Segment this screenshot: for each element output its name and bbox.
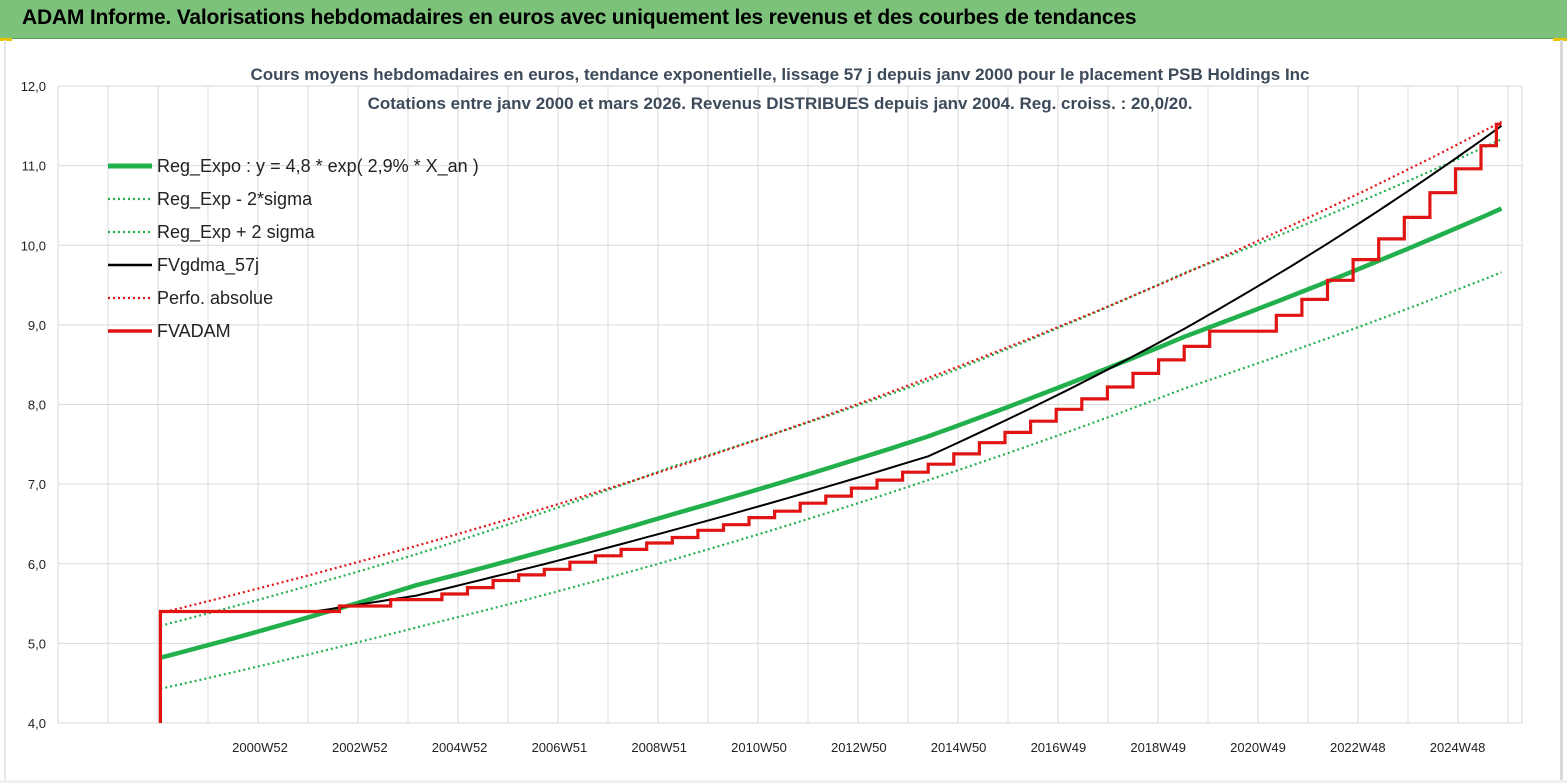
report-header-bar: ADAM Informe. Valorisations hebdomadaire…	[0, 0, 1567, 39]
y-tick-label: 8,0	[28, 398, 46, 413]
x-tick-label: 2014W50	[931, 740, 987, 755]
x-axis-ticks: 2000W52 2002W52 2004W52 2006W51 2008W51 2010W…	[232, 740, 1485, 755]
x-tick-label: 2008W51	[631, 740, 687, 755]
y-tick-label: 12,0	[21, 79, 46, 94]
x-tick-label: 2016W49	[1031, 740, 1087, 755]
legend-label: Reg_Exp + 2 sigma	[157, 222, 316, 243]
legend-label: FVgdma_57j	[157, 255, 259, 276]
y-tick-label: 11,0	[22, 159, 46, 174]
x-tick-label: 2012W50	[831, 740, 887, 755]
x-tick-label: 2020W49	[1230, 740, 1286, 755]
x-tick-label: 2000W52	[232, 740, 288, 755]
series-reg-exp-2-sigma-line	[160, 138, 1502, 627]
header-accent-right	[1553, 38, 1567, 41]
chart-title-line-1: Cours moyens hebdomadaires en euros, ten…	[250, 65, 1309, 84]
y-tick-label: 7,0	[28, 477, 46, 492]
x-tick-label: 2022W48	[1330, 740, 1386, 755]
chart-frame-left	[4, 40, 6, 780]
y-axis-ticks: 4,0 5,0 6,0 7,0 8,0 9,0 10,0 11,0 12,0	[21, 79, 46, 731]
legend-label: Reg_Expo : y = 4,8 * exp( 2,9% * X_an )	[157, 156, 479, 177]
x-tick-label: 2002W52	[332, 740, 388, 755]
series-perfo-absolue-line	[160, 120, 1503, 615]
x-tick-label: 2006W51	[532, 740, 588, 755]
chart-legend: Reg_Expo : y = 4,8 * exp( 2,9% * X_an ) R…	[108, 156, 479, 341]
x-tick-label: 2010W50	[731, 740, 787, 755]
series-reg-expo-y-4-8-exp-2-9-x-an-line	[159, 206, 1503, 660]
series-reg-exp-2-sigma-line	[160, 271, 1502, 690]
header-accent-left	[0, 38, 12, 41]
legend-label: FVADAM	[157, 321, 231, 341]
chart-frame-right	[1560, 40, 1563, 780]
x-tick-label: 2004W52	[432, 740, 488, 755]
report-title: ADAM Informe. Valorisations hebdomadaire…	[22, 6, 1137, 29]
x-tick-label: 2018W49	[1130, 740, 1186, 755]
series-fvgdma-57j-line	[313, 124, 1503, 613]
chart-title-line-2: Cotations entre janv 2000 et mars 2026. …	[368, 94, 1193, 113]
series-fvadam-line	[158, 122, 1502, 723]
y-tick-label: 9,0	[28, 318, 46, 333]
y-tick-label: 4,0	[28, 716, 46, 731]
y-tick-label: 5,0	[28, 636, 46, 651]
y-tick-label: 10,0	[21, 238, 46, 253]
chart-frame-bottom	[0, 780, 1567, 783]
legend-label: Perfo. absolue	[157, 288, 273, 308]
y-tick-label: 6,0	[28, 557, 46, 572]
legend-label: Reg_Exp - 2*sigma	[157, 189, 313, 210]
x-tick-label: 2024W48	[1430, 740, 1486, 755]
series-lines	[158, 120, 1503, 723]
